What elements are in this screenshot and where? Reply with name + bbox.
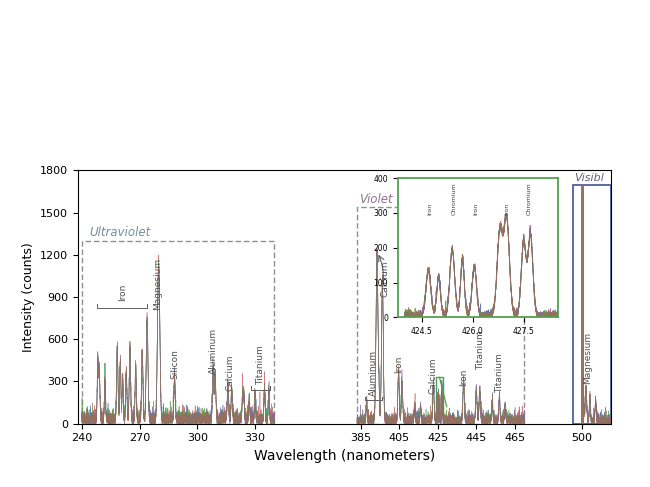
Text: Violet: Violet	[359, 193, 393, 206]
Text: Aluminum: Aluminum	[209, 328, 218, 375]
Text: Iron: Iron	[118, 284, 127, 301]
Text: Aluminum: Aluminum	[369, 350, 378, 396]
Text: Magnesium: Magnesium	[153, 258, 162, 310]
Text: Iron: Iron	[395, 356, 404, 373]
Text: Titanium: Titanium	[476, 331, 485, 370]
Text: Ultraviolet: Ultraviolet	[90, 226, 151, 240]
Bar	[573, 185, 611, 424]
Text: Magnesium: Magnesium	[584, 332, 592, 384]
Y-axis label: Intensity (counts): Intensity (counts)	[21, 242, 34, 352]
Bar	[357, 207, 525, 424]
Text: Calcium: Calcium	[380, 261, 389, 297]
X-axis label: Wavelength (nanometers): Wavelength (nanometers)	[254, 449, 435, 463]
Text: Calcium: Calcium	[226, 355, 235, 392]
Text: Titanium: Titanium	[495, 353, 504, 393]
Text: Iron: Iron	[460, 368, 468, 386]
Text: Calcium: Calcium	[429, 357, 438, 394]
Text: Visibl: Visibl	[575, 173, 604, 183]
Bar	[436, 377, 443, 424]
Text: Titanium: Titanium	[256, 345, 265, 385]
Text: Silicon: Silicon	[171, 349, 179, 379]
Bar	[82, 241, 274, 424]
